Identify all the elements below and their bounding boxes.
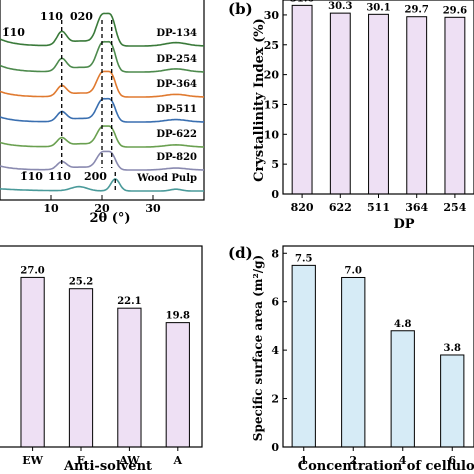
- panel-b-y-label: Crystallinity Index (%): [252, 18, 267, 182]
- d-bar-2: [341, 276, 366, 448]
- panel-a-xrd: 1̄10 110 020 1̄10 110 200 DP-134 DP-254 DP-364 D…: [0, 0, 205, 226]
- panel-a-series-label: DP-364: [156, 79, 197, 90]
- c-value-label: 27.0: [20, 265, 44, 276]
- c-value-label: 22.1: [117, 296, 141, 307]
- panel-a-peak-label: 200: [84, 170, 107, 183]
- d-value-label: 4.8: [394, 319, 411, 330]
- panel-a-series-label: Wood Pulp: [136, 173, 197, 184]
- panel-a-series-label: DP-820: [156, 152, 197, 163]
- b-y-tick: 0: [271, 188, 279, 201]
- panel-c-anti-solvent: 29.627.025.222.119.8 WEWEAWA Anti-solven…: [0, 245, 203, 474]
- panel-a-x-tick: 10: [43, 202, 59, 215]
- panel-a-curve-wood-pulp: [0, 178, 204, 192]
- panel-a-peak-label: 1̄10: [20, 170, 43, 183]
- d-y-tick: 8: [271, 247, 279, 260]
- b-value-label: 31.6: [290, 0, 314, 4]
- b-bar-820: [291, 4, 313, 195]
- panel-a-series-label: DP-622: [156, 129, 197, 140]
- panel-d-surface-area: (d) Specific surface area (m²/g) 7.5 7.0 4…: [228, 244, 474, 474]
- panel-a-peak-label: 020: [70, 10, 93, 23]
- panel-a-series-label: DP-134: [156, 28, 197, 39]
- b-x-tick: 511: [367, 201, 390, 214]
- panel-d-x-label: Concentration of cellulose: [298, 459, 474, 474]
- b-y-tick: 20: [264, 69, 280, 82]
- panel-a-curve-dp-134: [0, 12, 205, 47]
- c-x-tick: AW: [118, 454, 140, 467]
- d-value-label: 7.5: [295, 253, 312, 264]
- c-bar-ew: [20, 276, 45, 448]
- panel-c-x-label: Anti-solvent: [63, 459, 152, 474]
- panel-a-peak-label: 110: [48, 170, 71, 183]
- b-x-tick: 622: [329, 201, 352, 214]
- b-y-tick: 5: [271, 158, 279, 171]
- panel-b-crystallinity: (b) Crystallinity Index (%) 31.6 30.3 30.1…: [228, 0, 474, 232]
- d-value-label: 7.0: [345, 265, 362, 276]
- panel-a-x-tick: 30: [145, 202, 161, 215]
- c-x-tick: A: [173, 454, 183, 467]
- b-bar-254: [444, 16, 466, 195]
- d-bar-4: [390, 330, 415, 448]
- b-value-label: 29.7: [405, 5, 429, 16]
- b-x-tick: 820: [291, 201, 314, 214]
- b-value-label: 30.1: [366, 2, 390, 13]
- panel-a-series-label: DP-254: [156, 54, 197, 65]
- c-bar-aw: [117, 307, 142, 448]
- d-y-tick: 6: [271, 296, 279, 309]
- c-value-label: 19.8: [166, 311, 190, 322]
- d-bar-6: [440, 354, 465, 448]
- d-value-label: 3.8: [444, 343, 461, 354]
- b-y-tick: 15: [264, 98, 279, 111]
- b-y-tick: 25: [264, 39, 279, 52]
- panel-d-label: (d): [228, 244, 253, 262]
- panel-a-curve-dp-820: [0, 150, 204, 171]
- panel-a-series-label: DP-511: [156, 104, 197, 115]
- c-x-tick: EW: [22, 454, 43, 467]
- d-x-tick: 1: [300, 454, 308, 467]
- d-x-tick: 2: [349, 454, 357, 467]
- d-x-tick: 4: [399, 454, 407, 467]
- b-x-tick: 254: [443, 201, 466, 214]
- panel-b-x-label: DP: [393, 217, 414, 232]
- c-x-tick: E: [77, 454, 85, 467]
- b-value-label: 30.3: [328, 1, 352, 12]
- panel-a-x-label: 2θ (°): [89, 211, 130, 226]
- d-y-tick: 4: [271, 344, 279, 357]
- b-value-label: 29.6: [443, 5, 467, 16]
- panel-b-label: (b): [228, 0, 253, 18]
- d-y-tick: 2: [271, 393, 279, 406]
- b-bar-364: [406, 16, 428, 195]
- b-bar-511: [368, 13, 389, 195]
- d-x-tick: 6: [448, 454, 456, 467]
- c-bar-a: [165, 322, 190, 448]
- b-x-tick: 364: [405, 201, 428, 214]
- d-bar-1: [291, 264, 316, 448]
- panel-a-peak-label: 1̄10: [2, 26, 25, 39]
- b-bar-622: [329, 12, 351, 195]
- b-y-tick: 10: [264, 128, 280, 141]
- c-value-label: 25.2: [69, 277, 93, 288]
- panel-a-x-tick: 20: [94, 202, 110, 215]
- d-y-tick: 0: [271, 441, 279, 454]
- panel-b-frame: [282, 0, 474, 195]
- panel-d-frame: [282, 245, 474, 448]
- panel-c-frame: [0, 245, 203, 448]
- b-y-tick: 30: [264, 9, 280, 22]
- panel-d-y-label: Specific surface area (m²/g): [251, 255, 265, 441]
- panel-a-peak-label: 110: [40, 10, 63, 23]
- c-bar-e: [68, 288, 94, 448]
